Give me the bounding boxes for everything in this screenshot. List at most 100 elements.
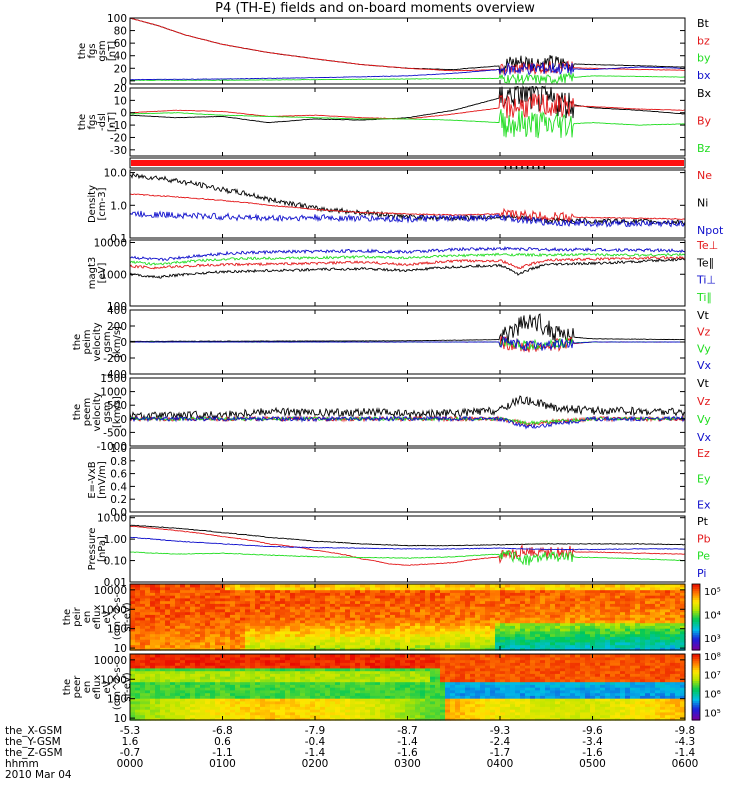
spectrogram-cell xyxy=(535,625,541,629)
spectrogram-cell xyxy=(150,644,156,648)
spectrogram-cell xyxy=(305,617,311,621)
spectrogram-cell xyxy=(150,656,156,661)
spectrogram-cell xyxy=(320,673,326,677)
spectrogram-cell xyxy=(275,673,281,677)
spectrogram-cell xyxy=(380,684,386,688)
spectrogram-cell xyxy=(390,714,396,718)
spectrogram-cell xyxy=(410,717,416,721)
spectrogram-cell xyxy=(540,630,546,635)
spectrogram-cell xyxy=(385,592,391,596)
spectrogram-cell xyxy=(305,654,311,658)
spectrogram-cell xyxy=(335,665,341,669)
spectrogram-cell xyxy=(550,647,556,651)
spectrogram-cell xyxy=(235,628,241,632)
spectrogram-cell xyxy=(160,619,166,624)
spectrogram-cell xyxy=(490,689,496,694)
spectrogram-cell xyxy=(190,630,196,635)
spectrogram-cell xyxy=(270,614,276,618)
spectrogram-cell xyxy=(325,630,331,635)
spectrogram-cell xyxy=(210,595,216,599)
spectrogram-cell xyxy=(670,606,676,610)
spectrogram-cell xyxy=(240,678,246,683)
spectrogram-cell xyxy=(400,714,406,718)
spectrogram-cell xyxy=(270,717,276,721)
spectrogram-cell xyxy=(385,665,391,669)
spectrogram-cell xyxy=(620,617,626,621)
spectrogram-cell xyxy=(290,592,296,596)
spectrogram-cell xyxy=(670,584,676,588)
spectrogram-cell xyxy=(415,711,421,716)
spectrogram-cell xyxy=(310,700,316,705)
spectrogram-cell xyxy=(565,614,571,618)
spectrogram-cell xyxy=(450,633,456,637)
spectrogram-cell xyxy=(500,597,506,602)
spectrogram-cell xyxy=(130,619,136,624)
spectrogram-cell xyxy=(280,611,286,615)
spectrogram-cell xyxy=(410,703,416,707)
spectrogram-cell xyxy=(365,628,371,632)
spectrogram-cell xyxy=(590,586,596,591)
spectrogram-cell xyxy=(455,676,461,680)
spectrogram-cell xyxy=(185,633,191,637)
spectrogram-cell xyxy=(390,711,396,716)
spectrogram-cell xyxy=(660,617,666,621)
spectrogram-cell xyxy=(495,659,501,663)
spectrogram-cell xyxy=(510,628,516,632)
spectrogram-cell xyxy=(260,625,266,629)
spectrogram-cell xyxy=(460,665,466,669)
spectrogram-cell xyxy=(290,630,296,635)
spectrogram-cell xyxy=(170,659,176,663)
spectrogram-cell xyxy=(390,706,396,710)
spectrogram-cell xyxy=(340,667,346,672)
spectrogram-cell xyxy=(165,681,171,685)
spectrogram-cell xyxy=(285,656,291,661)
spectrogram-cell xyxy=(340,589,346,593)
spectrogram-cell xyxy=(520,681,526,685)
spectrogram-cell xyxy=(465,681,471,685)
spectrogram-cell xyxy=(680,603,686,607)
spectrogram-cell xyxy=(290,700,296,705)
spectrogram-cell xyxy=(165,611,171,615)
spectrogram-cell xyxy=(365,665,371,669)
spectrogram-cell xyxy=(385,673,391,677)
spectrogram-cell xyxy=(325,687,331,691)
spectrogram-cell xyxy=(320,639,326,643)
spectrogram-cell xyxy=(335,625,341,629)
spectrogram-cell xyxy=(350,656,356,661)
spectrogram-cell xyxy=(225,687,231,691)
spectrogram-cell xyxy=(310,586,316,591)
spectrogram-cell xyxy=(140,667,146,672)
spectrogram-cell xyxy=(340,676,346,680)
spectrogram-cell xyxy=(475,662,481,666)
spectrogram-cell xyxy=(495,689,501,694)
spectrogram-cell xyxy=(205,603,211,607)
spectrogram-cell xyxy=(165,636,171,640)
spectrogram-cell xyxy=(165,687,171,691)
legend-entry: Vx xyxy=(697,359,712,372)
spectrogram-cell xyxy=(460,692,466,696)
spectrogram-cell xyxy=(350,586,356,591)
spectrogram-cell xyxy=(440,698,446,702)
spectrogram-cell xyxy=(135,630,141,635)
spectrogram-cell xyxy=(445,684,451,688)
spectrogram-cell xyxy=(270,659,276,663)
spectrogram-cell xyxy=(350,676,356,680)
spectrogram-cell xyxy=(215,665,221,669)
spectrogram-cell xyxy=(300,600,306,604)
spectrogram-cell xyxy=(255,709,261,713)
spectrogram-cell xyxy=(525,614,531,618)
spectrogram-cell xyxy=(235,622,241,626)
spectrogram-cell xyxy=(415,597,421,602)
spectrogram-cell xyxy=(335,622,341,626)
spectrogram-cell xyxy=(175,678,181,683)
spectrogram-cell xyxy=(130,647,136,651)
spectrogram-cell xyxy=(465,608,471,613)
spectrogram-cell xyxy=(175,692,181,696)
spectrogram-cell xyxy=(255,681,261,685)
spectrogram-cell xyxy=(520,592,526,596)
spectrogram-cell xyxy=(135,706,141,710)
spectrogram-cell xyxy=(395,595,401,599)
spectrogram-cell xyxy=(270,622,276,626)
y-tick-label: 0 xyxy=(120,337,127,349)
